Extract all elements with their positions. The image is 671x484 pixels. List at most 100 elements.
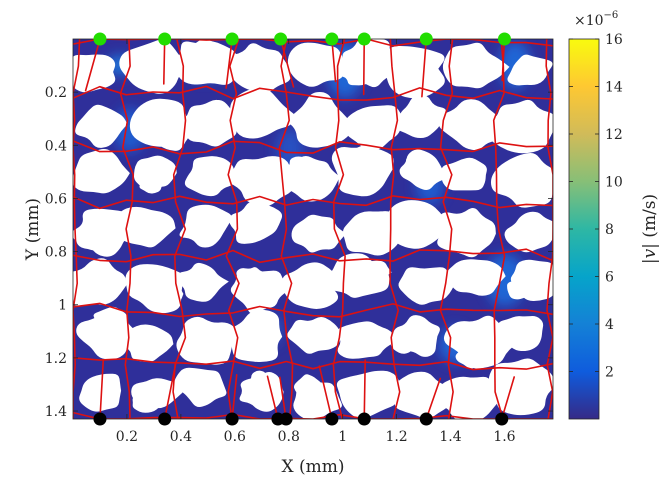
flow-path	[73, 357, 553, 371]
grain	[341, 62, 377, 86]
axes-frame	[72, 38, 554, 420]
flow-path	[73, 39, 553, 47]
outlet-markers	[93, 412, 509, 426]
grain	[498, 316, 544, 352]
grain	[156, 124, 190, 151]
inlet-channel	[421, 39, 428, 98]
x-tick-label: 0.2	[116, 429, 138, 445]
grain	[122, 324, 174, 362]
y-axis-label: Y (mm)	[23, 198, 43, 261]
colorbar-tick-label: 6	[605, 270, 614, 286]
colorbar-tick-label: 10	[605, 175, 623, 191]
flow-path	[545, 39, 553, 419]
outlet-point	[325, 412, 339, 426]
outlet-point	[495, 412, 509, 426]
outlet-point	[158, 412, 172, 426]
colorbar-tick-label: 2	[605, 365, 614, 381]
x-tick-label: 1.4	[439, 429, 461, 445]
flow-path	[73, 39, 81, 419]
x-tick-label: 1	[338, 429, 347, 445]
flow-path	[119, 39, 134, 419]
inlet-channel	[225, 39, 233, 89]
flow-paths	[73, 39, 553, 419]
grain	[176, 262, 229, 302]
outlet-channel	[279, 376, 287, 419]
inlet-point	[274, 32, 288, 46]
y-tick-label: 0.6	[45, 191, 67, 207]
grain	[291, 214, 347, 253]
grain	[302, 284, 330, 309]
inlet-point	[93, 32, 107, 46]
flow-path	[439, 39, 454, 419]
colorbar-ticks: 2 4 6 8 10 12 14 16	[569, 32, 623, 381]
grain	[284, 156, 317, 182]
grain	[117, 206, 176, 248]
colorbar-tick-label: 12	[605, 127, 623, 143]
grain	[119, 39, 193, 94]
inlet-channel	[501, 39, 506, 82]
grain	[73, 258, 127, 306]
flow-path	[225, 39, 240, 419]
grain	[361, 111, 400, 142]
grain	[202, 99, 236, 124]
colorbar-label-unit: (m/s)	[640, 194, 660, 238]
y-tick-label: 1	[58, 298, 67, 314]
grain	[246, 370, 277, 394]
inlet-point	[497, 32, 511, 46]
grain	[139, 173, 166, 194]
grain	[507, 277, 536, 300]
grain	[405, 205, 438, 233]
colorbar-multiplier: ×10−6	[574, 10, 618, 29]
flow-path	[73, 85, 553, 101]
grain	[394, 371, 453, 419]
flow-path	[332, 39, 346, 419]
colorbar	[568, 38, 600, 420]
outlet-point	[279, 412, 293, 426]
grain	[507, 54, 553, 86]
grain	[390, 332, 421, 354]
grain	[288, 92, 352, 148]
grain	[395, 94, 446, 139]
outlet-channel	[318, 365, 333, 419]
grain	[287, 42, 346, 87]
grain	[490, 153, 553, 208]
flow-path	[73, 302, 553, 318]
grain	[76, 227, 107, 251]
grain	[73, 54, 116, 93]
grain	[92, 111, 122, 134]
outlet-point	[357, 412, 371, 426]
grain	[437, 207, 496, 258]
outlet-channel	[500, 376, 515, 419]
colorbar-tick-label: 8	[605, 222, 614, 238]
y-tick-label: 0.8	[45, 245, 67, 261]
inlet-channel	[84, 39, 101, 92]
flow-path	[73, 248, 553, 264]
grain	[441, 157, 487, 191]
colorbar-tick-label: 14	[605, 80, 623, 96]
inlet-channel	[331, 39, 337, 83]
y-tick-label: 0.4	[45, 138, 67, 154]
inlet-point	[325, 32, 339, 46]
outlet-channel	[425, 377, 442, 419]
grain	[360, 375, 396, 401]
outlet-channel	[99, 359, 105, 419]
grain	[388, 57, 429, 85]
x-axis-label: X (mm)	[281, 457, 344, 477]
grain	[405, 150, 436, 171]
inlet-channel	[279, 39, 295, 88]
grain	[513, 109, 552, 137]
colorbar-label: |v| (m/s)	[640, 194, 660, 264]
grain	[144, 280, 184, 308]
flow-path	[73, 140, 553, 155]
grain	[236, 101, 269, 131]
y-tick-label: 1.4	[45, 404, 67, 420]
outlet-channel	[163, 361, 177, 419]
grain	[455, 343, 489, 369]
x-tick-label: 0.6	[224, 429, 246, 445]
grain	[409, 278, 440, 302]
grain	[174, 367, 227, 408]
outlet-point	[225, 412, 239, 426]
grain	[337, 321, 397, 359]
y-axis-ticks: 0.2 0.4 0.6 0.8 1 1.2 1.4	[45, 85, 553, 420]
outlet-channel	[266, 375, 279, 419]
